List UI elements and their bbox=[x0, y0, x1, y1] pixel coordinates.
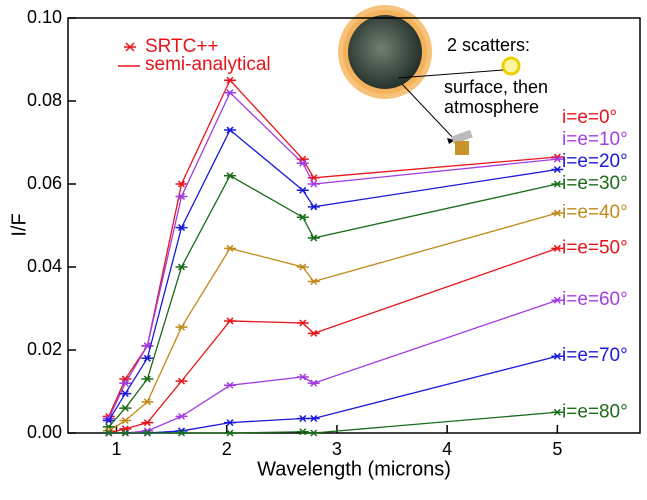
legend-label: SRTC++ bbox=[145, 36, 219, 57]
data-point bbox=[551, 165, 564, 174]
data-point bbox=[296, 186, 309, 194]
series-line bbox=[108, 411, 558, 434]
data-point bbox=[224, 429, 237, 437]
data-point bbox=[119, 390, 132, 398]
data-point bbox=[224, 317, 237, 325]
data-point bbox=[307, 234, 320, 242]
illustration bbox=[338, 5, 521, 155]
data-point bbox=[551, 352, 564, 360]
data-point bbox=[551, 209, 564, 217]
data-point bbox=[175, 429, 188, 437]
data-point bbox=[141, 429, 154, 437]
data-point bbox=[307, 429, 320, 437]
y-tick-label: 0.02 bbox=[27, 339, 62, 359]
data-point bbox=[141, 419, 154, 427]
y-tick-label: 0.08 bbox=[27, 90, 62, 110]
data-point bbox=[119, 429, 132, 437]
data-point bbox=[175, 224, 188, 232]
series-label: i=e=80° bbox=[562, 401, 628, 422]
data-point bbox=[175, 377, 188, 385]
data-point bbox=[175, 263, 188, 271]
data-point bbox=[224, 89, 237, 97]
data-point bbox=[175, 192, 188, 200]
data-point bbox=[141, 398, 154, 406]
data-point bbox=[224, 419, 237, 427]
annotation: 2 scatters: bbox=[447, 35, 530, 55]
y-axis-label: I/F bbox=[8, 213, 30, 236]
data-point bbox=[551, 244, 564, 252]
series-line bbox=[108, 79, 558, 417]
data-point bbox=[224, 126, 237, 134]
x-tick-label: 2 bbox=[222, 439, 232, 459]
data-point bbox=[307, 180, 320, 188]
data-point bbox=[102, 417, 115, 425]
y-tick-label: 0.00 bbox=[27, 422, 62, 442]
series-label: i=e=50° bbox=[562, 237, 628, 258]
data-point bbox=[296, 319, 309, 327]
data-point bbox=[307, 379, 320, 387]
series-label: i=e=70° bbox=[562, 345, 628, 366]
data-point bbox=[224, 244, 237, 252]
data-point bbox=[119, 425, 132, 433]
y-tick-label: 0.10 bbox=[27, 7, 62, 27]
data-point bbox=[102, 429, 115, 437]
data-point bbox=[119, 417, 132, 425]
data-point bbox=[307, 277, 320, 286]
data-point bbox=[296, 373, 309, 381]
x-tick-label: 4 bbox=[442, 439, 452, 459]
data-point bbox=[307, 329, 320, 337]
data-point bbox=[119, 379, 132, 387]
x-tick-label: 3 bbox=[332, 439, 342, 459]
data-point bbox=[551, 408, 564, 416]
data-point bbox=[224, 381, 237, 389]
legend-label: semi-analytical bbox=[145, 54, 271, 75]
x-tick-label: 5 bbox=[552, 439, 562, 459]
series-label: i=e=20° bbox=[562, 151, 628, 172]
data-point bbox=[307, 203, 320, 211]
data-point bbox=[119, 404, 132, 412]
series-label: i=e=30° bbox=[562, 173, 628, 194]
series-label: i=e=60° bbox=[562, 289, 628, 310]
data-point bbox=[296, 159, 309, 167]
annotation: surface, then bbox=[444, 77, 548, 97]
legend-marker bbox=[124, 42, 136, 52]
plot-frame bbox=[67, 17, 641, 434]
series-line bbox=[108, 355, 558, 434]
data-point bbox=[296, 428, 309, 436]
data-point bbox=[175, 323, 188, 331]
data-point bbox=[551, 155, 564, 163]
data-point bbox=[551, 180, 564, 188]
data-point bbox=[296, 263, 309, 271]
series-line bbox=[108, 174, 558, 428]
annotation: atmosphere bbox=[444, 97, 539, 117]
data-point bbox=[296, 414, 309, 423]
y-tick-label: 0.06 bbox=[27, 173, 62, 193]
data-point bbox=[141, 375, 154, 383]
series-line bbox=[108, 91, 558, 419]
data-point bbox=[141, 342, 154, 350]
data-point bbox=[551, 296, 564, 304]
x-axis-label: Wavelength (microns) bbox=[257, 458, 451, 480]
series-label: i=e=10° bbox=[562, 129, 628, 150]
data-point bbox=[224, 172, 237, 180]
data-point bbox=[224, 76, 237, 84]
x-tick-label: 1 bbox=[111, 439, 121, 459]
series-label: i=e=0° bbox=[562, 107, 617, 128]
data-point bbox=[296, 213, 309, 221]
data-point bbox=[175, 412, 188, 420]
y-tick-label: 0.04 bbox=[27, 256, 62, 276]
series-line bbox=[108, 212, 558, 432]
data-point bbox=[175, 180, 188, 188]
series-label: i=e=40° bbox=[562, 202, 628, 223]
data-point bbox=[307, 414, 320, 423]
data-point bbox=[141, 354, 154, 362]
